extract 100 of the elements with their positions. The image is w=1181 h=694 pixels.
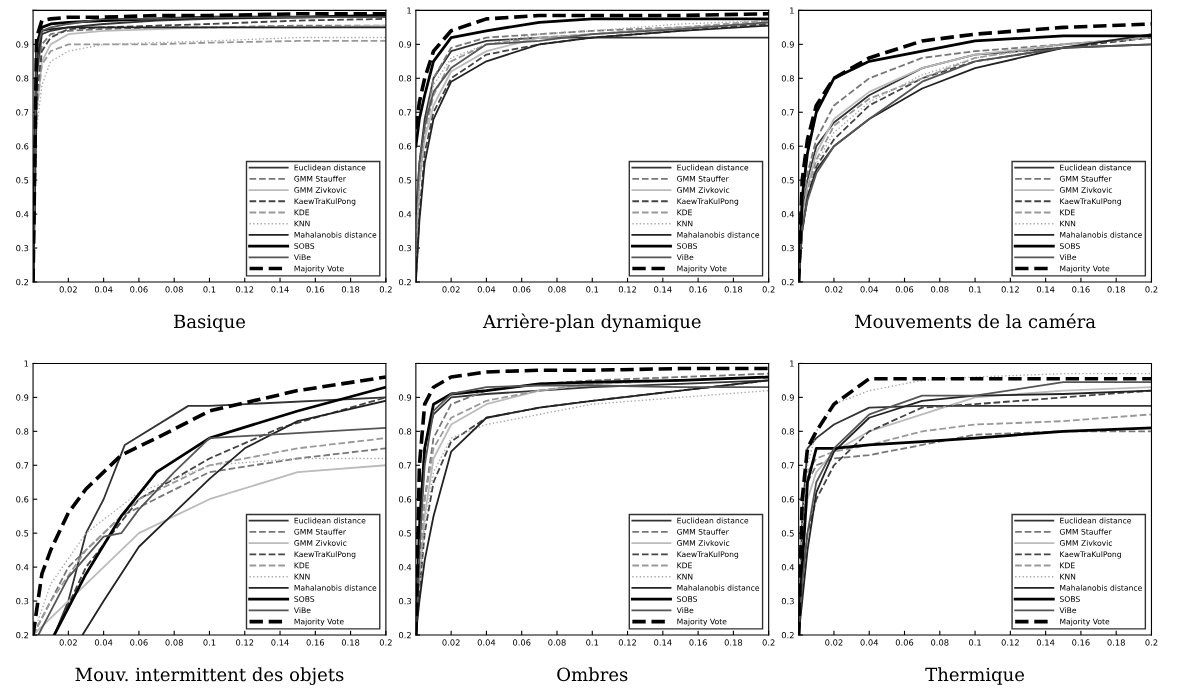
y-tick-label: 0.2: [16, 631, 29, 639]
x-tick-label: 0.18: [1107, 639, 1125, 646]
text: Basique: [174, 314, 246, 332]
x-tick-label: 0.04: [477, 286, 496, 293]
y-tick-label: 0.2: [781, 278, 794, 286]
y-tick-label: 0.5: [399, 177, 411, 184]
x-tick-label: 0.2: [762, 286, 775, 293]
y-tick-label: 0.5: [16, 530, 29, 537]
y-tick-label: 0.2: [399, 631, 411, 639]
x-tick-label: 0.06: [895, 639, 914, 646]
text: Thermique: [925, 667, 1025, 685]
y-tick-label: 0.8: [399, 428, 412, 435]
x-tick-label: 0.14: [1036, 639, 1055, 646]
y-tick-label: 1: [790, 7, 794, 14]
y-tick-label: 0.6: [16, 143, 29, 150]
x-tick-label: 0.18: [724, 286, 743, 293]
x-tick-label: 0.18: [341, 639, 360, 646]
y-tick-label: 1: [790, 360, 794, 367]
x-tick-label: 0.08: [548, 639, 566, 646]
x-tick-label: 0.08: [165, 639, 183, 646]
y-tick-label: 0.6: [781, 496, 794, 503]
x-tick-label: 0.16: [689, 639, 707, 646]
y-tick-label: 0.4: [399, 564, 412, 571]
x-tick-label: 0.12: [1001, 286, 1019, 293]
x-tick-label: 0.02: [442, 286, 460, 293]
x-tick-label: 0.08: [548, 286, 566, 293]
x-tick-label: 0.02: [442, 639, 460, 646]
x-tick-label: 0.06: [512, 286, 531, 293]
x-tick-label: 0.2: [1145, 639, 1158, 646]
x-tick-label: 0.14: [271, 286, 289, 293]
y-tick-label: 0.6: [399, 143, 412, 150]
y-tick-label: 0.4: [16, 564, 29, 571]
y-tick-label: 0.9: [399, 41, 412, 48]
y-tick-label: 0.6: [399, 496, 412, 503]
y-tick-label: 0.2: [16, 278, 29, 286]
x-tick-label: 0.04: [94, 639, 113, 646]
x-tick-label: 0.06: [130, 286, 148, 293]
x-tick-label: 0.14: [654, 286, 672, 293]
x-tick-label: 0.1: [586, 639, 599, 646]
y-tick-label: 0.9: [399, 394, 412, 401]
y-tick-label: 0.7: [399, 109, 411, 116]
y-tick-label: 0.9: [16, 394, 29, 401]
x-tick-label: 0.1: [968, 286, 981, 293]
y-tick-label: 0.7: [16, 462, 29, 469]
x-tick-label: 0.04: [477, 639, 496, 646]
y-tick-label: 1: [407, 7, 411, 14]
y-tick-label: 0.9: [781, 41, 794, 48]
y-tick-label: 0.4: [16, 211, 29, 218]
x-tick-label: 0.08: [165, 286, 183, 293]
text: Ombres: [557, 667, 628, 682]
x-tick-label: 0.2: [379, 286, 392, 293]
y-tick-label: 0.8: [781, 428, 794, 435]
x-tick-label: 0.18: [1107, 286, 1125, 293]
x-tick-label: 0.16: [1072, 639, 1090, 646]
y-tick-label: 0.8: [781, 75, 794, 82]
y-tick-label: 0.3: [399, 598, 412, 605]
x-tick-label: 0.14: [271, 639, 289, 646]
y-tick-label: 0.5: [16, 177, 29, 184]
y-tick-label: 0.2: [399, 278, 411, 286]
y-tick-label: 0.3: [781, 245, 794, 252]
y-tick-label: 0.3: [16, 245, 29, 252]
x-tick-label: 0.06: [895, 286, 914, 293]
text: Mouvements de la caméra: [855, 313, 1096, 329]
x-tick-label: 0.04: [94, 286, 113, 293]
x-tick-label: 0.12: [236, 639, 254, 646]
y-tick-label: 0.7: [16, 109, 29, 116]
y-tick-label: 0.7: [781, 109, 794, 116]
y-tick-label: 0.2: [781, 631, 794, 639]
x-tick-label: 0.18: [341, 286, 360, 293]
y-tick-label: 0.5: [399, 530, 411, 537]
y-tick-label: 0.8: [399, 75, 412, 82]
y-tick-label: 0.9: [16, 41, 29, 48]
x-tick-label: 0.02: [59, 639, 77, 646]
y-tick-label: 0.8: [16, 75, 29, 82]
x-tick-label: 0.2: [762, 639, 775, 646]
x-tick-label: 0.1: [203, 639, 216, 646]
x-tick-label: 0.18: [724, 639, 743, 646]
y-tick-label: 0.9: [781, 394, 794, 401]
x-tick-label: 0.16: [306, 639, 325, 646]
y-tick-label: 0.8: [16, 428, 29, 435]
x-tick-label: 0.16: [689, 286, 707, 293]
y-tick-label: 1: [24, 360, 29, 367]
x-tick-label: 0.12: [1001, 639, 1019, 646]
x-tick-label: 0.14: [654, 639, 672, 646]
y-tick-label: 0.3: [781, 598, 794, 605]
x-tick-label: 0.08: [931, 286, 949, 293]
x-tick-label: 0.06: [130, 639, 148, 646]
x-tick-label: 0.2: [1145, 286, 1158, 293]
x-tick-label: 0.02: [59, 286, 77, 293]
x-tick-label: 0.14: [1036, 286, 1055, 293]
x-tick-label: 0.1: [203, 286, 216, 293]
y-tick-label: 0.4: [781, 211, 795, 218]
x-tick-label: 0.1: [586, 286, 599, 293]
x-tick-label: 0.02: [825, 639, 843, 646]
y-tick-label: 0.4: [399, 211, 412, 218]
x-tick-label: 0.02: [825, 286, 843, 293]
y-tick-label: 0.3: [399, 245, 412, 252]
x-tick-label: 0.12: [236, 286, 254, 293]
x-tick-label: 0.06: [512, 639, 531, 646]
x-tick-label: 0.04: [860, 286, 879, 293]
